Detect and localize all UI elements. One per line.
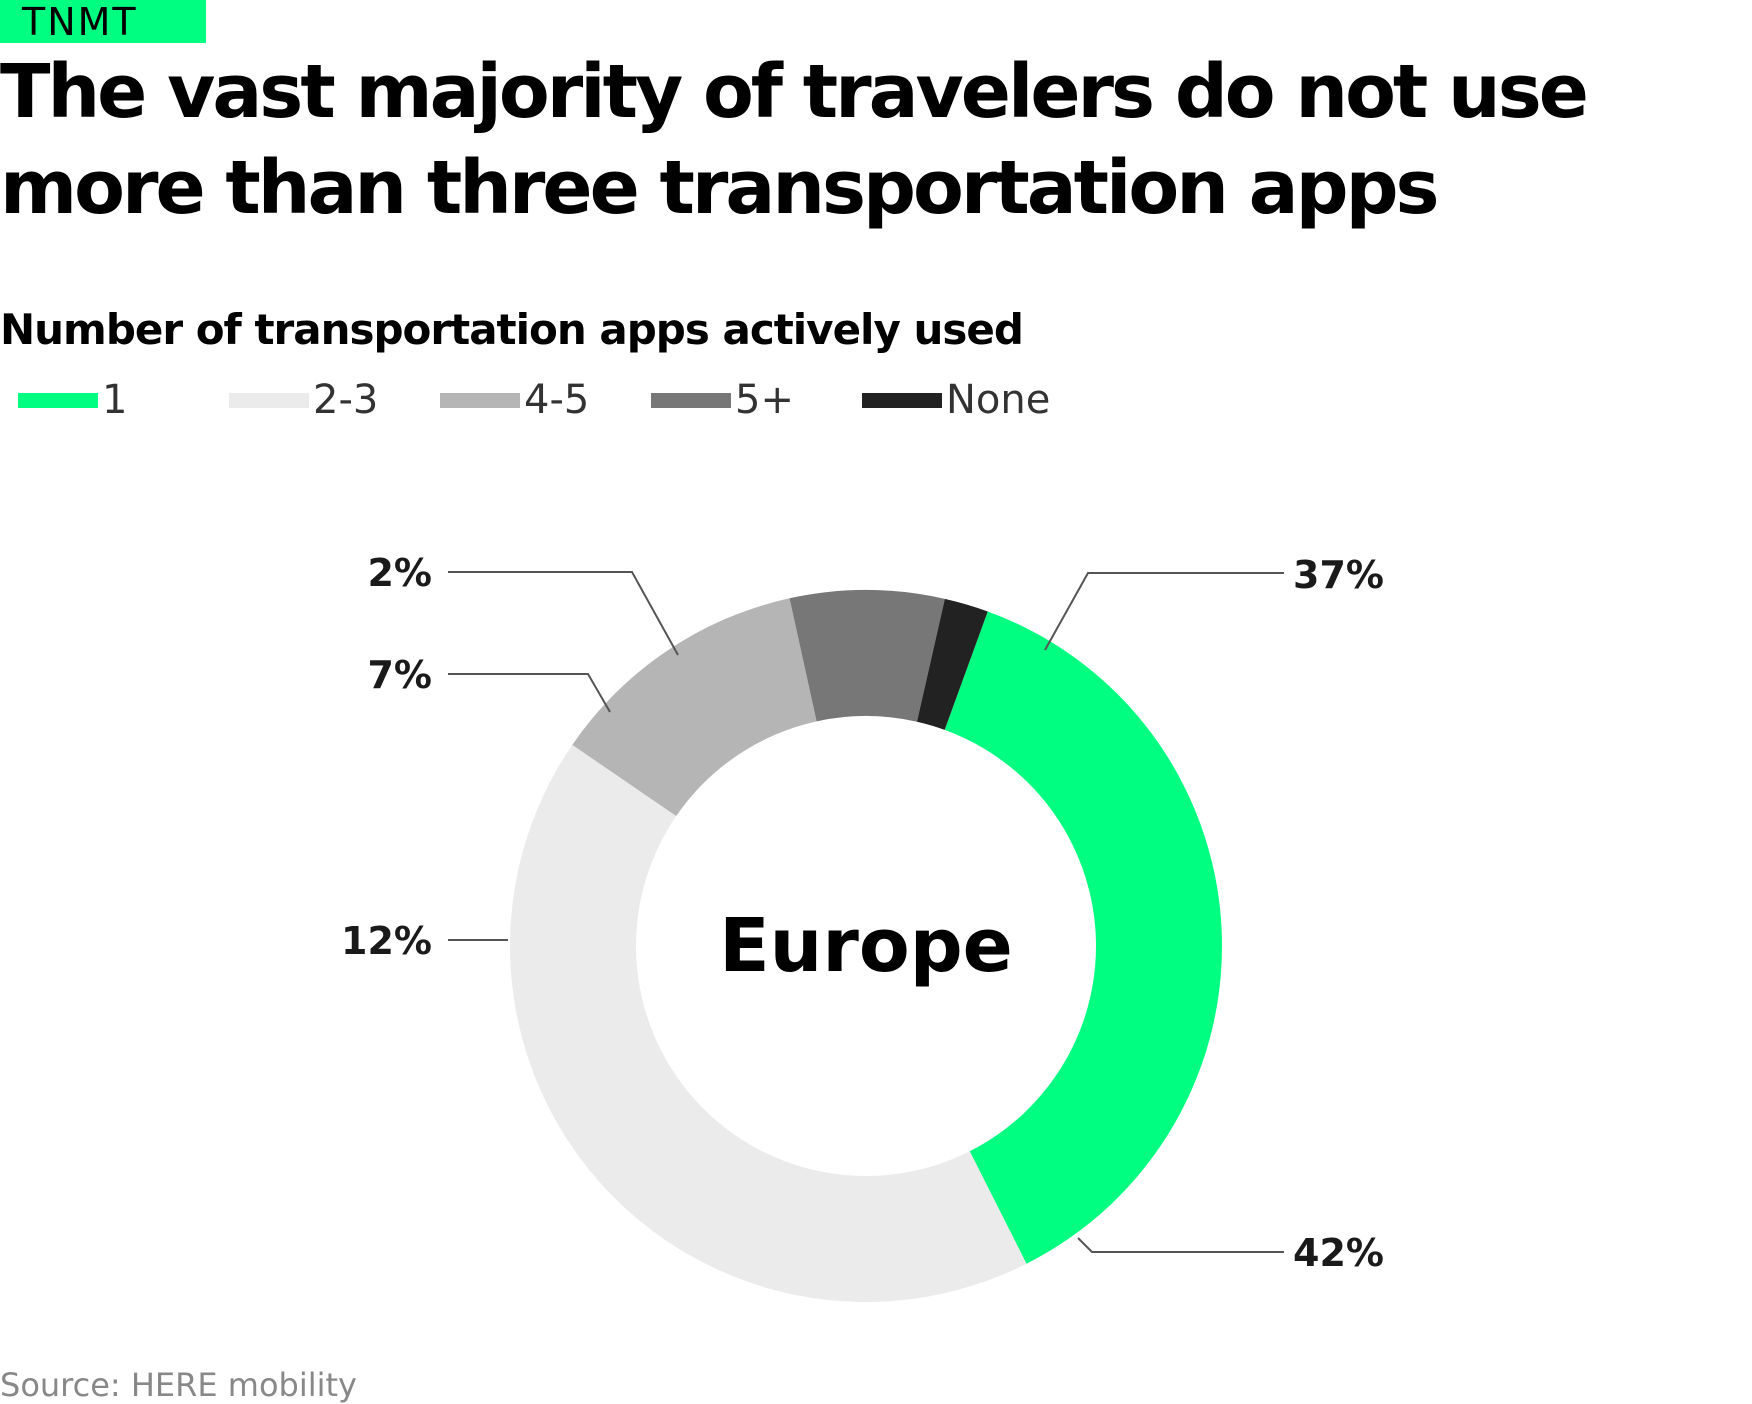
legend-item-none: None bbox=[862, 375, 1050, 425]
legend-swatch-1 bbox=[18, 392, 98, 408]
leader-line-5plus bbox=[448, 673, 611, 713]
legend-item-5plus: 5+ bbox=[651, 375, 794, 425]
legend-label-1: 1 bbox=[102, 377, 128, 423]
legend-swatch-none bbox=[862, 392, 942, 408]
leader-line-none bbox=[448, 571, 679, 656]
legend-label-none: None bbox=[946, 377, 1051, 423]
legend-item-1: 1 bbox=[18, 375, 127, 425]
chart-legend: 1 2-3 4-5 5+ None bbox=[0, 375, 1100, 425]
legend-label-2-3: 2-3 bbox=[313, 377, 379, 423]
chart-subtitle: Number of transportation apps actively u… bbox=[0, 305, 1024, 354]
slice-none bbox=[916, 598, 988, 730]
slice-5plus bbox=[789, 589, 945, 722]
slice-1 bbox=[944, 611, 1222, 1264]
legend-swatch-5plus bbox=[651, 392, 731, 408]
legend-label-4-5: 4-5 bbox=[524, 377, 590, 423]
donut-slices bbox=[510, 589, 1222, 1302]
legend-swatch-2-3 bbox=[229, 392, 309, 408]
page-title: The vast majority of travelers do not us… bbox=[0, 44, 1700, 236]
brand-logo: TNMT bbox=[22, 0, 138, 44]
title-line-1: The vast majority of travelers do not us… bbox=[0, 49, 1589, 135]
legend-item-4-5: 4-5 bbox=[440, 375, 589, 425]
value-label-none: 2% bbox=[367, 551, 432, 595]
legend-swatch-4-5 bbox=[440, 392, 520, 408]
source-note: Source: HERE mobility bbox=[0, 1366, 357, 1404]
value-label-4-5: 12% bbox=[341, 919, 432, 963]
leader-line-2-3 bbox=[1077, 1237, 1284, 1253]
value-label-5plus: 7% bbox=[367, 653, 432, 697]
title-line-2: more than three transportation apps bbox=[0, 145, 1440, 231]
slice-2-3 bbox=[510, 744, 1027, 1302]
donut-center-label: Europe bbox=[719, 903, 1013, 989]
slice-4-5 bbox=[572, 598, 817, 817]
leader-line-1 bbox=[1044, 572, 1284, 651]
leader-lines bbox=[448, 571, 1284, 1253]
legend-label-5plus: 5+ bbox=[735, 377, 794, 423]
brand-tag: TNMT bbox=[0, 0, 206, 43]
value-label-2-3: 42% bbox=[1293, 1231, 1384, 1275]
legend-item-2-3: 2-3 bbox=[229, 375, 378, 425]
value-label-1: 37% bbox=[1293, 553, 1384, 597]
